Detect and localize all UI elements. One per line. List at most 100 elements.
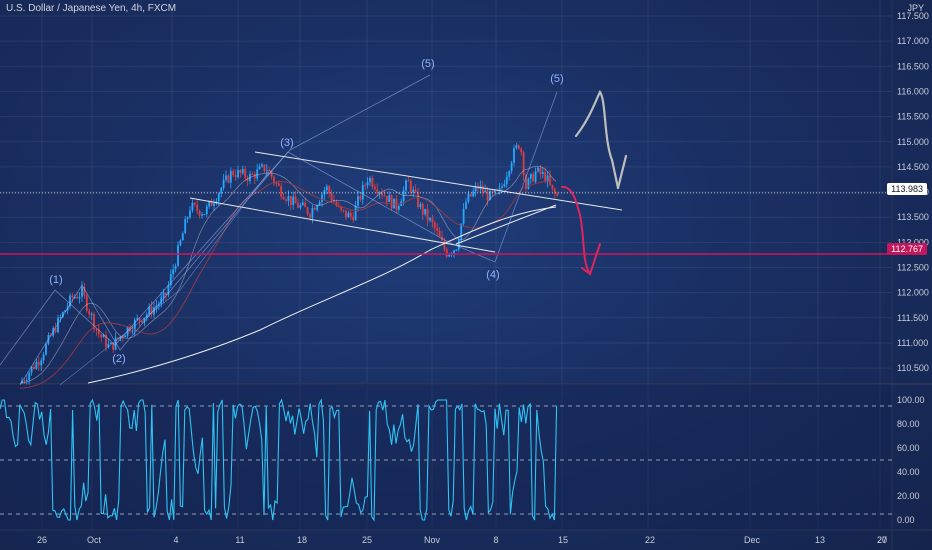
candle-body xyxy=(150,306,153,315)
candle-body xyxy=(282,196,285,200)
candle-body xyxy=(393,198,395,209)
candle-body xyxy=(114,337,117,350)
candle-body xyxy=(438,230,441,237)
candle-body xyxy=(534,171,537,182)
wave-label: (5) xyxy=(550,73,563,85)
candle-body xyxy=(232,170,235,176)
price-tick-label: 112.000 xyxy=(897,288,929,298)
candle-body xyxy=(54,328,57,333)
candle-body xyxy=(71,295,74,298)
candle-body xyxy=(100,334,103,338)
candle-body xyxy=(352,216,355,221)
candle-body xyxy=(481,185,484,193)
candle-body xyxy=(340,206,343,210)
candle-body xyxy=(237,169,239,178)
candle-body xyxy=(129,326,131,332)
candle-body xyxy=(277,183,280,186)
candle-body xyxy=(510,162,513,172)
candle-body xyxy=(162,292,165,298)
candle-body xyxy=(448,254,451,257)
candle-body xyxy=(342,209,345,211)
candle-body xyxy=(249,173,251,182)
candle-body xyxy=(136,318,139,320)
ma-long xyxy=(87,206,557,384)
candle-body xyxy=(37,361,40,366)
candle-body xyxy=(551,184,554,190)
date-tick-label: 27 xyxy=(877,535,887,545)
date-tick-label: 11 xyxy=(235,535,244,545)
candle-body xyxy=(455,249,458,251)
candle-body xyxy=(133,319,136,331)
candle-body xyxy=(369,177,371,183)
candle-body xyxy=(73,296,76,298)
candle-body xyxy=(486,190,489,201)
candle-body xyxy=(201,214,203,216)
candle-body xyxy=(261,164,263,167)
channel-lower-line xyxy=(189,197,496,253)
wave-label: (5) xyxy=(421,58,434,70)
candle-body xyxy=(503,184,506,187)
price-tick-label: 117.000 xyxy=(897,36,929,46)
date-tick-label: 13 xyxy=(815,535,825,545)
date-tick-label: 15 xyxy=(558,535,568,545)
candle-body xyxy=(515,145,518,149)
candle-body xyxy=(553,189,556,194)
candle-body xyxy=(443,240,446,250)
candle-body xyxy=(64,310,67,313)
candle-body xyxy=(316,205,319,210)
candle-body xyxy=(465,202,467,209)
date-tick-label: Dec xyxy=(744,535,761,545)
candle-body xyxy=(246,177,249,182)
osc-tick-label: 0.00 xyxy=(897,515,915,525)
candle-body xyxy=(539,167,542,175)
candle-body xyxy=(239,169,242,174)
candle-body xyxy=(222,179,225,189)
candle-body xyxy=(313,207,316,210)
candle-body xyxy=(196,204,199,211)
candle-body xyxy=(301,202,304,206)
grey-arrow-head xyxy=(616,154,628,190)
candle-body xyxy=(328,186,331,194)
candle-body xyxy=(28,372,31,380)
candle-body xyxy=(35,361,38,369)
candle-body xyxy=(544,172,547,182)
candle-body xyxy=(493,189,496,193)
candle-body xyxy=(333,200,335,202)
candle-body xyxy=(484,190,487,193)
candle-body xyxy=(527,178,530,189)
candle-body xyxy=(462,208,465,224)
candle-body xyxy=(424,208,427,215)
candle-body xyxy=(460,223,463,240)
candle-body xyxy=(191,202,194,211)
red-arrow-path xyxy=(561,186,591,275)
date-tick-label: 26 xyxy=(37,535,47,545)
candle-body xyxy=(453,250,455,254)
candle-body xyxy=(501,186,503,188)
candle-body xyxy=(457,239,460,250)
candle-body xyxy=(529,173,532,179)
osc-tick-label: 60.00 xyxy=(897,443,920,453)
candle-body xyxy=(469,193,472,197)
candle-body xyxy=(508,171,511,177)
candle-body xyxy=(402,190,405,202)
candle-body xyxy=(90,313,93,315)
candle-body xyxy=(241,169,244,174)
candle-body xyxy=(414,189,417,193)
candle-body xyxy=(337,205,340,207)
candle-body xyxy=(117,337,119,340)
candle-body xyxy=(357,196,359,206)
wave-label: (3) xyxy=(280,137,293,149)
date-tick-label: 20 xyxy=(877,535,887,545)
date-tick-label: 8 xyxy=(493,535,498,545)
candle-body xyxy=(23,380,26,382)
wave-label: (2) xyxy=(112,353,125,365)
candle-body xyxy=(205,206,208,215)
date-tick-label: Oct xyxy=(87,535,102,545)
candle-body xyxy=(405,180,407,191)
symbol-title: U.S. Dollar / Japanese Yen, 4h, FXCM xyxy=(6,3,177,14)
candle-body xyxy=(265,170,268,172)
candle-body xyxy=(467,193,470,203)
candle-body xyxy=(349,212,352,217)
